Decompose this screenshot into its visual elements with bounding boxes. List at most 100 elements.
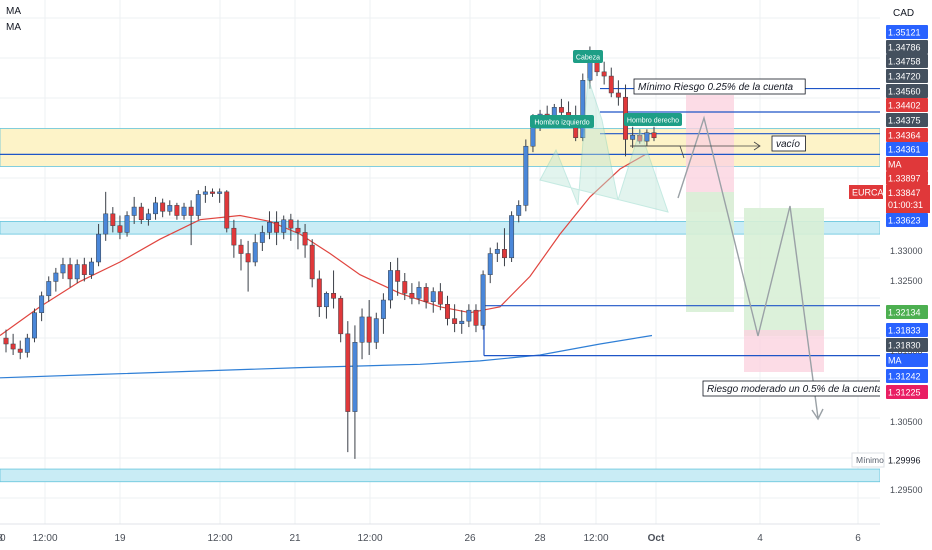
label-right-shoulder-bg xyxy=(624,113,682,126)
y-tick-label: 1.30500 xyxy=(890,417,923,427)
projection-path xyxy=(630,115,824,421)
price-badge-bg xyxy=(886,338,928,352)
price-badge: 1.34720 xyxy=(888,72,921,82)
candle-body xyxy=(345,333,351,412)
countdown: 01:00:31 xyxy=(888,200,923,210)
time-axis: 12:00 19 12:00 21 12:00 26 28 12:00 Oct 4 6 810 xyxy=(0,523,880,544)
candle-body xyxy=(331,293,337,299)
candle-body xyxy=(274,222,280,233)
symbol-badge: EURCAD xyxy=(852,188,891,198)
candle-body xyxy=(153,202,158,215)
label-head: Cabeza xyxy=(576,55,600,62)
candle-body xyxy=(124,215,130,233)
price-badge: 1.34364 xyxy=(888,131,921,141)
candle-body xyxy=(630,134,636,140)
price-badge: 1.31833 xyxy=(888,326,921,336)
candle-body xyxy=(480,274,486,326)
candle-body xyxy=(217,191,223,194)
x-tick-label: 12:00 xyxy=(207,533,232,544)
y-tick-label: 1.31500 xyxy=(890,346,923,356)
projection-arrow xyxy=(811,408,824,421)
price-badge-bg xyxy=(886,213,928,227)
candle-body xyxy=(195,194,201,216)
candle-body xyxy=(24,337,30,353)
candle-body xyxy=(637,134,643,142)
candle-body xyxy=(295,227,301,233)
x-tick-label: 8 xyxy=(0,533,3,544)
candle-body xyxy=(238,244,244,254)
risk-box-2 xyxy=(744,330,824,372)
candle-body xyxy=(245,253,251,263)
candle-body xyxy=(380,299,386,319)
price-axis: CAD 1.35121 1.34786 1.34758 1.34720 1.34560 1.… xyxy=(849,0,932,524)
candle-body xyxy=(160,202,166,212)
price-badge-bg xyxy=(886,453,928,467)
price-badge-bg xyxy=(886,157,928,171)
current-price-bg xyxy=(886,185,930,213)
note-min-risk: Mínimo Riesgo 0.25% de la cuenta xyxy=(638,82,794,93)
candle-body xyxy=(502,249,507,259)
note-empty: vacío xyxy=(776,139,800,150)
candle-body xyxy=(409,293,415,299)
candle-body xyxy=(181,206,187,216)
note-min-risk-box xyxy=(633,78,806,95)
candle-body xyxy=(145,213,151,220)
candle-body xyxy=(373,318,379,343)
candle-body xyxy=(523,145,529,206)
price-badge-bg xyxy=(886,113,928,127)
candle-body xyxy=(608,75,614,94)
candle-body xyxy=(167,205,173,212)
price-badge-bg xyxy=(886,128,928,142)
candle-body xyxy=(366,316,372,343)
indicator-label-ma-2: MA xyxy=(6,22,21,33)
candle-body xyxy=(402,281,408,294)
price-badge-bg xyxy=(886,305,928,319)
price-badge: 1.34786 xyxy=(888,43,921,53)
candle-body xyxy=(60,264,66,274)
price-badge: 1.33897 xyxy=(888,174,921,184)
candle-body xyxy=(516,205,522,216)
candles xyxy=(3,46,657,459)
axis-currency: CAD xyxy=(893,8,914,19)
ma-slow-line xyxy=(0,334,653,379)
x-tick-label: Oct xyxy=(648,533,665,544)
candle-body xyxy=(39,295,45,313)
candle-body xyxy=(74,264,80,280)
price-badge: 1.31830 xyxy=(888,341,921,351)
minimum-tag: Mínimo xyxy=(856,455,884,465)
candle-body xyxy=(110,213,116,226)
candle-body xyxy=(509,215,515,259)
price-badge-bg xyxy=(886,54,928,68)
candle-body xyxy=(210,191,215,194)
price-badge: 1.29996 xyxy=(888,456,921,466)
candle-body xyxy=(88,261,94,275)
price-badge: 1.35121 xyxy=(888,28,921,38)
x-tick-label: 12:00 xyxy=(583,533,608,544)
candle-body xyxy=(445,304,450,319)
price-badge-bg xyxy=(886,385,928,399)
head-shoulders-pattern: Cabeza Hombro izquierdo Hombro derecho xyxy=(530,50,682,213)
x-tick-label: 4 xyxy=(757,533,763,544)
x-tick-label: 19 xyxy=(114,533,126,544)
x-tick-label: 12:00 xyxy=(32,533,57,544)
note-empty-box xyxy=(771,135,806,152)
price-badge: 1.34361 xyxy=(888,145,921,155)
candle-body xyxy=(580,80,586,139)
candle-body xyxy=(309,244,315,280)
moving-averages xyxy=(0,154,653,379)
price-badge-bg xyxy=(886,353,928,367)
candle-body xyxy=(388,270,393,301)
label-head-bg xyxy=(573,50,603,63)
candle-body xyxy=(395,270,401,282)
ma-fast-line xyxy=(0,154,646,336)
projection-line xyxy=(677,115,819,419)
candle-body xyxy=(224,191,230,229)
candle-body xyxy=(32,312,37,339)
candle-body xyxy=(644,132,650,142)
candle-body xyxy=(46,281,52,297)
price-badge: 1.34375 xyxy=(888,116,921,126)
x-tick-label: 12:00 xyxy=(357,533,382,544)
candle-body xyxy=(138,206,144,220)
price-badge-bg xyxy=(886,69,928,83)
